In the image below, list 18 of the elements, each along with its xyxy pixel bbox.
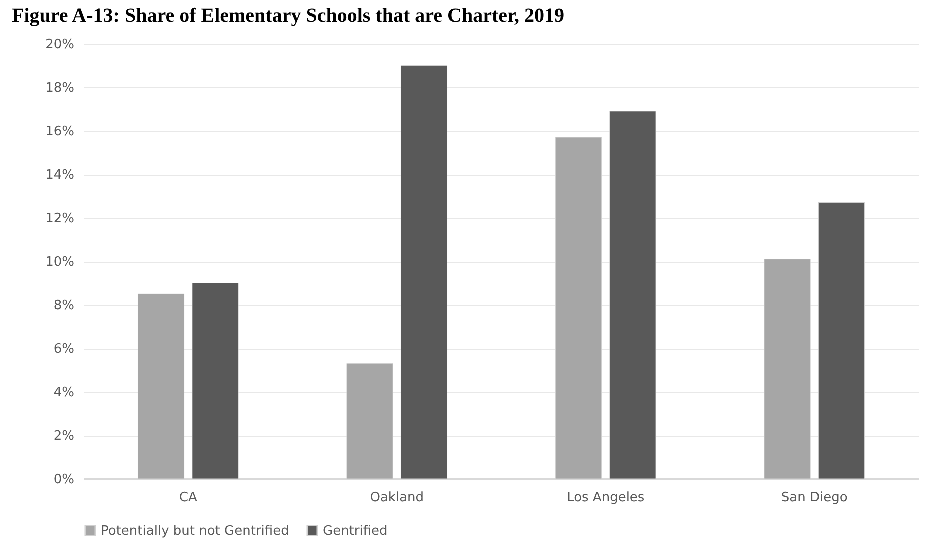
legend-label: Potentially but not Gentrified — [101, 524, 290, 539]
y-tick-label: 14% — [46, 168, 74, 183]
y-tick-label: 18% — [46, 81, 74, 96]
y-tick-label: 0% — [54, 472, 74, 488]
y-tick-label: 12% — [46, 212, 74, 226]
chart-title: Figure A-13: Share of Elementary Schools that are Charter, 2019 — [12, 5, 565, 27]
x-tick-label: Los Angeles — [567, 490, 645, 506]
y-tick-label: 6% — [54, 342, 74, 357]
y-tick-label: 8% — [54, 298, 74, 314]
y-tick-label: 16% — [46, 124, 74, 140]
y-tick-label: 2% — [54, 429, 74, 444]
y-tick-label: 10% — [46, 255, 74, 270]
x-tick-label: Oakland — [370, 490, 424, 506]
x-tick-label: San Diego — [781, 490, 848, 506]
y-tick-label: 4% — [54, 386, 74, 400]
legend-label: Gentrified — [323, 524, 388, 539]
y-tick-label: 20% — [46, 38, 74, 52]
x-tick-label: CA — [179, 490, 198, 506]
